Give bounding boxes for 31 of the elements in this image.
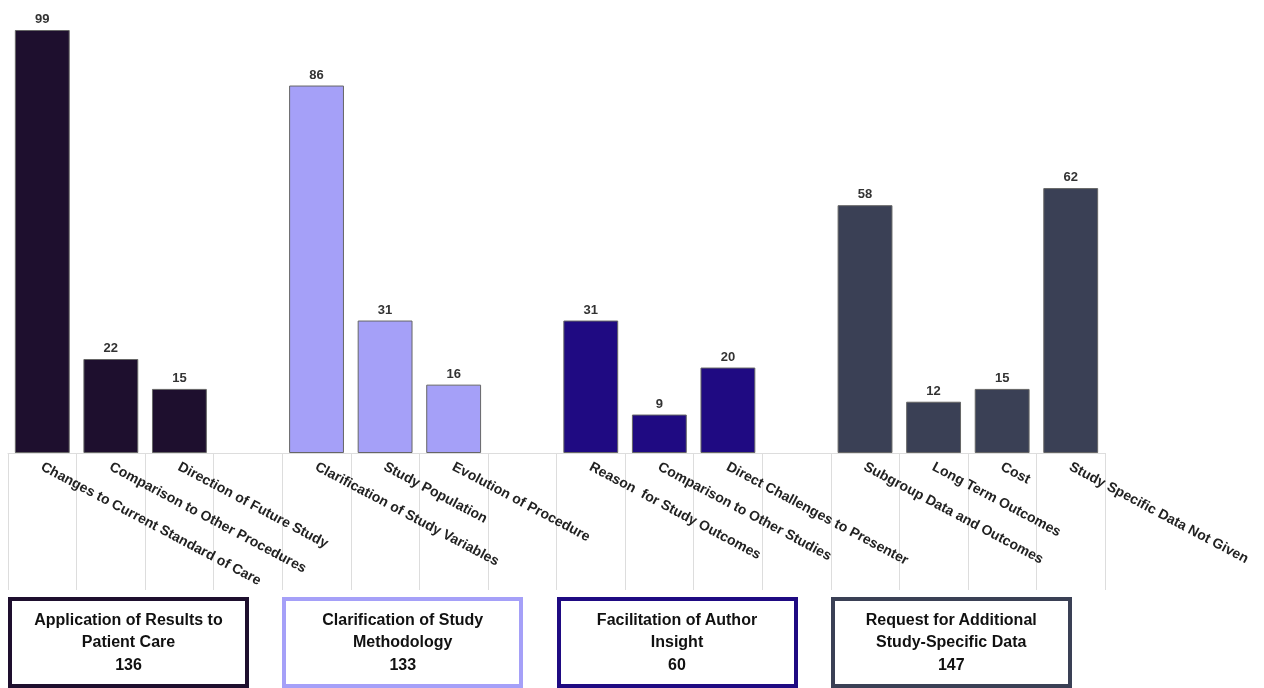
data-label: 20	[720, 348, 736, 364]
data-label: 99	[35, 11, 50, 26]
bar	[563, 320, 619, 453]
bar	[151, 388, 207, 453]
data-label: 31	[377, 301, 393, 317]
bar	[289, 85, 344, 453]
data-label: 58	[857, 186, 873, 202]
bar	[631, 414, 687, 453]
bar	[83, 359, 139, 453]
bar	[14, 30, 70, 453]
data-label: 15	[994, 369, 1010, 385]
bar	[837, 205, 893, 453]
data-label: 16	[446, 365, 461, 381]
data-label: 15	[172, 369, 187, 385]
text: Facilitation of Author Insight 60	[556, 597, 798, 688]
bar	[1043, 188, 1099, 453]
bar	[974, 388, 1030, 453]
data-label: 86	[309, 66, 324, 82]
bar	[906, 401, 962, 453]
data-label: 62	[1063, 169, 1078, 185]
data-label: 12	[926, 382, 941, 398]
data-label: 9	[655, 395, 663, 411]
data-label: 31	[583, 301, 599, 317]
bar	[700, 367, 756, 453]
bar	[426, 384, 482, 453]
text: Request for Additional Study-Specific Data 147	[830, 597, 1072, 688]
bar	[357, 320, 413, 453]
text: Clarification of Study Methodology 133	[282, 597, 524, 688]
text: Application of Results to Patient Care 136	[8, 597, 249, 688]
data-label: 22	[103, 340, 119, 355]
x-tick-label: Cost	[998, 457, 1034, 487]
